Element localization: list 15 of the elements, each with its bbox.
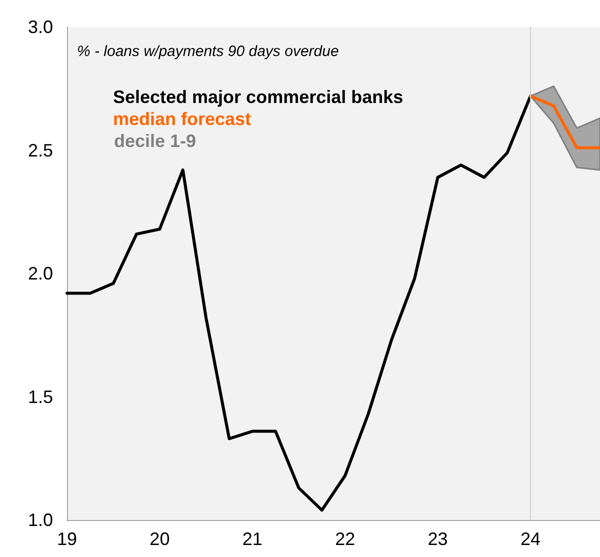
annotation: % - loans w/payments 90 days overdue	[77, 43, 339, 60]
x-tick-label: 20	[150, 529, 170, 549]
y-tick-label: 1.0	[28, 510, 53, 530]
y-tick-label: 2.0	[28, 264, 53, 284]
x-tick-label: 21	[242, 529, 262, 549]
y-tick-label: 1.5	[28, 386, 53, 407]
x-tick-label: 23	[428, 529, 448, 549]
text: Selected major commercial banks	[113, 87, 404, 107]
annotation: decile 1-9	[114, 131, 196, 151]
x-tick-label: 24	[520, 529, 540, 549]
y-tick-label: 3.0	[28, 17, 53, 37]
x-tick-label: 19	[56, 529, 78, 549]
x-tick-label: 22	[335, 529, 356, 549]
y-tick-label: 2.5	[28, 140, 53, 160]
text: median forecast	[113, 109, 252, 129]
